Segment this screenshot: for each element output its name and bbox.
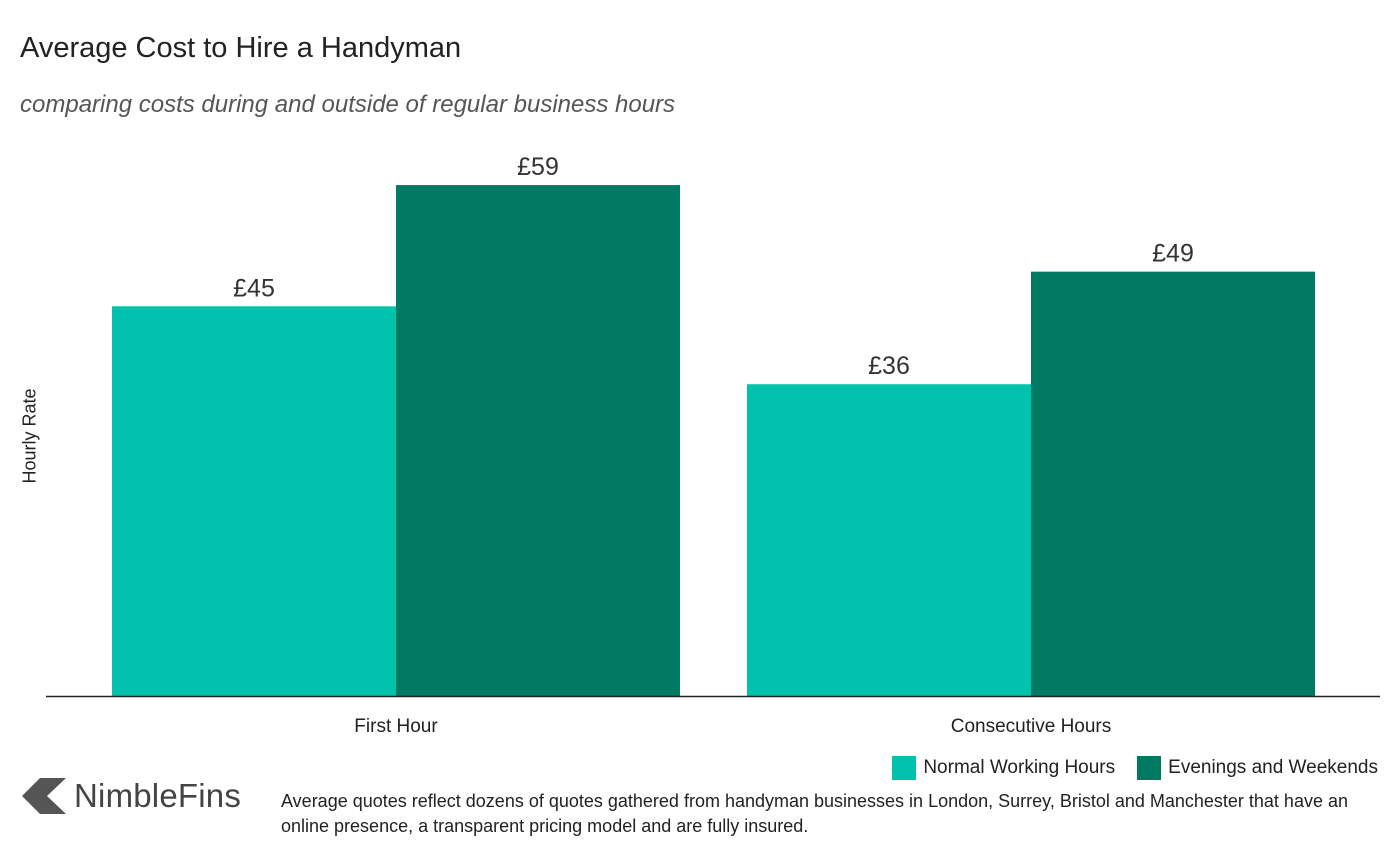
bar-consecutive-hours-evenings-and-weekends (1031, 271, 1315, 696)
legend-item-evenings: Evenings and Weekends (1137, 756, 1378, 780)
legend-label-normal: Normal Working Hours (923, 757, 1116, 778)
brand-logo: NimbleFins (20, 776, 241, 816)
x-tick-label: Consecutive Hours (951, 716, 1112, 737)
footnote: Average quotes reflect dozens of quotes … (281, 791, 1348, 836)
legend: Normal Working Hours Evenings and Weeken… (870, 756, 1378, 780)
legend-swatch-normal (892, 756, 917, 780)
data-label: £45 (233, 274, 275, 302)
brand-name: NimbleFins (74, 777, 242, 814)
data-label: £59 (517, 153, 559, 181)
bar-consecutive-hours-normal-working-hours (747, 384, 1031, 696)
chart-subtitle: comparing costs during and outside of re… (20, 91, 676, 118)
legend-item-normal: Normal Working Hours (892, 756, 1115, 780)
data-label: £36 (868, 352, 910, 380)
legend-label-evenings: Evenings and Weekends (1168, 757, 1378, 778)
chart-title: Average Cost to Hire a Handyman (20, 32, 462, 64)
bar-first-hour-evenings-and-weekends (396, 185, 680, 696)
chevron-left-logo-icon (22, 778, 66, 814)
legend-swatch-evenings (1137, 756, 1162, 780)
x-tick-label: First Hour (354, 716, 438, 737)
bar-first-hour-normal-working-hours (112, 306, 396, 696)
data-label: £49 (1152, 240, 1194, 268)
